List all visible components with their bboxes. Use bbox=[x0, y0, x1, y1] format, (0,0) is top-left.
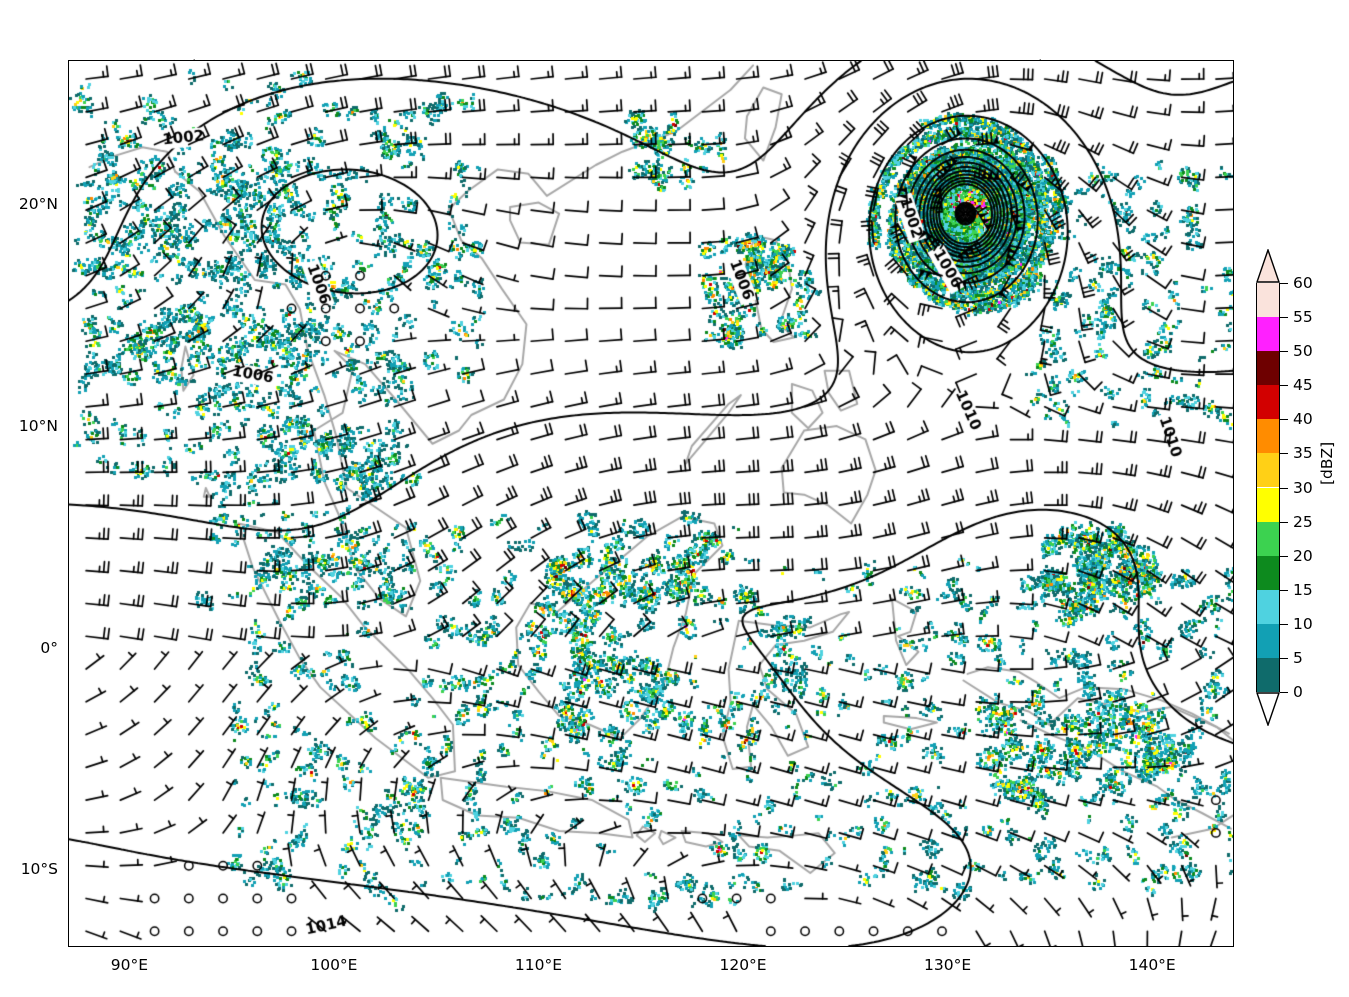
y-tick-label-1: 10°N bbox=[18, 416, 58, 435]
colorbar-tick-label-10: 10 bbox=[1293, 614, 1313, 633]
x-tick-label-0: 90°E bbox=[110, 956, 148, 974]
colorbar-segment-25-30 bbox=[1256, 487, 1280, 522]
colorbar-segment-50-55 bbox=[1256, 317, 1280, 352]
colorbar-tick-label-55: 55 bbox=[1293, 308, 1313, 327]
colorbar-tick-50 bbox=[1280, 351, 1288, 353]
y-tick-label-3: 10°S bbox=[20, 860, 58, 879]
colorbar-tick-60 bbox=[1280, 283, 1288, 284]
colorbar-tick-label-50: 50 bbox=[1293, 342, 1313, 361]
colorbar-tick-label-40: 40 bbox=[1293, 410, 1313, 429]
colorbar-segment-15-20 bbox=[1256, 555, 1280, 590]
colorbar-segment-30-35 bbox=[1256, 453, 1280, 488]
colorbar-tick-35 bbox=[1280, 453, 1288, 455]
colorbar-tick-label-30: 30 bbox=[1293, 478, 1313, 497]
colorbar-segment-45-50 bbox=[1256, 351, 1280, 386]
colorbar[interactable]: 0 5 10 15 20 25 30 35 40 45 50 55 60 bbox=[1256, 247, 1313, 728]
colorbar-tick-30 bbox=[1280, 487, 1288, 489]
x-tick-label-2: 110°E bbox=[514, 956, 563, 974]
colorbar-gradient bbox=[1256, 283, 1280, 692]
x-tick-label-3: 120°E bbox=[719, 956, 767, 974]
colorbar-tick-label-15: 15 bbox=[1293, 580, 1313, 599]
colorbar-segment-35-40 bbox=[1256, 419, 1280, 454]
colorbar-tick-55 bbox=[1280, 317, 1288, 319]
x-tick-label-5: 140°E bbox=[1128, 956, 1176, 974]
map-plot-area[interactable] bbox=[68, 60, 1234, 947]
reflectivity-map-canvas[interactable] bbox=[69, 61, 1233, 946]
y-tick-label-0: 20°N bbox=[18, 195, 58, 214]
colorbar-tick-40 bbox=[1280, 419, 1288, 421]
colorbar-tick-25 bbox=[1280, 521, 1288, 523]
colorbar-segment-55-60 bbox=[1256, 283, 1280, 318]
colorbar-tick-0 bbox=[1280, 692, 1288, 693]
colorbar-segment-5-10 bbox=[1256, 623, 1280, 658]
colorbar-outline bbox=[1256, 283, 1280, 692]
colorbar-tick-20 bbox=[1280, 555, 1288, 557]
colorbar-tick-label-45: 45 bbox=[1293, 376, 1313, 395]
colorbar-units-label: [dBZ] bbox=[1318, 441, 1336, 485]
colorbar-under-arrow bbox=[1256, 692, 1280, 728]
x-tick-label-1: 100°E bbox=[310, 956, 358, 974]
colorbar-segment-0-5 bbox=[1256, 657, 1280, 692]
colorbar-tick-label-5: 5 bbox=[1293, 648, 1303, 667]
colorbar-tick-5 bbox=[1280, 657, 1288, 659]
colorbar-tick-label-35: 35 bbox=[1293, 444, 1313, 463]
colorbar-tick-label-0: 0 bbox=[1293, 683, 1303, 701]
colorbar-tick-label-20: 20 bbox=[1293, 546, 1313, 565]
colorbar-tick-label-25: 25 bbox=[1293, 512, 1313, 531]
colorbar-tick-45 bbox=[1280, 385, 1288, 387]
colorbar-over-arrow bbox=[1256, 247, 1280, 283]
colorbar-segment-10-15 bbox=[1256, 589, 1280, 624]
colorbar-segment-20-25 bbox=[1256, 521, 1280, 556]
x-tick-label-4: 130°E bbox=[924, 956, 972, 974]
y-tick-label-2: 0° bbox=[40, 638, 58, 657]
colorbar-tick-10 bbox=[1280, 623, 1288, 625]
colorbar-tick-label-60: 60 bbox=[1293, 274, 1313, 292]
colorbar-segment-40-45 bbox=[1256, 385, 1280, 420]
colorbar-tick-15 bbox=[1280, 589, 1288, 591]
